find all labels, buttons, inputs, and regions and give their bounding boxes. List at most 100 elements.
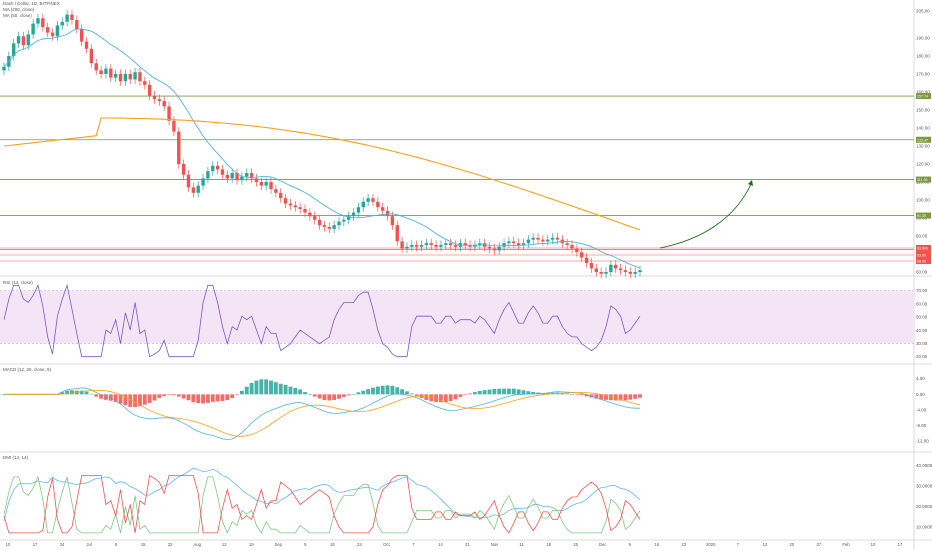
macd-histogram-bar bbox=[477, 390, 482, 395]
candle-body bbox=[211, 165, 215, 172]
macd-histogram-bar bbox=[171, 394, 176, 396]
candle-body bbox=[444, 243, 448, 245]
macd-histogram-bar bbox=[84, 391, 89, 395]
macd-histogram-bar bbox=[574, 394, 579, 395]
ma50-line bbox=[3, 28, 641, 269]
macd-histogram-bar bbox=[201, 394, 205, 404]
macd-histogram-bar bbox=[341, 394, 346, 398]
candle-body bbox=[400, 241, 404, 249]
macd-histogram-bar bbox=[618, 394, 623, 401]
candle-body bbox=[361, 201, 365, 208]
macd-histogram-bar bbox=[181, 394, 186, 399]
candle-body bbox=[434, 245, 438, 247]
candle-body bbox=[36, 18, 40, 24]
candle-body bbox=[366, 198, 370, 202]
candle-body bbox=[507, 241, 511, 244]
candle-body bbox=[546, 239, 550, 242]
candle-body bbox=[79, 29, 84, 42]
macd-histogram-bar bbox=[79, 390, 84, 395]
macd-histogram-bar bbox=[94, 394, 99, 397]
candle-body bbox=[565, 243, 569, 245]
rsi-tick-label: 20.00 bbox=[916, 354, 928, 359]
candle-body bbox=[356, 207, 361, 213]
candle-body bbox=[123, 74, 128, 82]
candle-body bbox=[555, 237, 560, 240]
candle-body bbox=[240, 176, 244, 181]
candle-body bbox=[575, 248, 579, 253]
time-axis-label: 23 bbox=[681, 542, 686, 547]
macd-histogram-bar bbox=[604, 394, 608, 400]
time-axis-label: 14 bbox=[438, 542, 443, 547]
macd-histogram-bar bbox=[65, 390, 70, 395]
candle-body bbox=[75, 20, 79, 29]
candle-body bbox=[453, 245, 458, 247]
candle-body bbox=[186, 174, 191, 188]
candle-body bbox=[215, 165, 220, 170]
candle-body bbox=[84, 41, 89, 49]
macd-histogram-bar bbox=[439, 394, 443, 403]
macd-histogram-bar bbox=[565, 393, 570, 395]
price-tick-label: 190.00 bbox=[916, 36, 930, 41]
candle-body bbox=[99, 70, 103, 74]
candle-body bbox=[376, 201, 380, 208]
candle-body bbox=[584, 257, 589, 263]
time-axis-label: 20 bbox=[790, 542, 795, 547]
macd-histogram-bar bbox=[526, 391, 531, 395]
macd-histogram-bar bbox=[502, 388, 507, 395]
rsi-pane-label: RSI (14, close) bbox=[3, 280, 33, 285]
macd-histogram-bar bbox=[70, 390, 74, 395]
time-axis-label: 9 bbox=[629, 542, 632, 547]
price-tick-label: 100.00 bbox=[916, 198, 930, 203]
candle-body bbox=[317, 219, 322, 226]
price-tick-label: 80.00 bbox=[916, 234, 928, 239]
macd-histogram-bar bbox=[361, 390, 366, 395]
macd-histogram-bar bbox=[356, 392, 361, 395]
candle-body bbox=[259, 182, 264, 186]
price-tick-label: 150.00 bbox=[916, 108, 930, 113]
macd-histogram-bar bbox=[278, 383, 283, 395]
candle-body bbox=[337, 221, 341, 226]
macd-histogram-bar bbox=[497, 388, 502, 395]
time-axis-label: 11 bbox=[519, 542, 524, 547]
macd-histogram-bar bbox=[506, 388, 511, 395]
dmi-tick-label: 10.0000 bbox=[916, 524, 932, 529]
level-price-label: 133.47 bbox=[917, 138, 928, 142]
candle-body bbox=[230, 173, 234, 179]
candle-body bbox=[118, 74, 123, 82]
time-axis-label: 24 bbox=[60, 542, 65, 547]
macd-histogram-bar bbox=[594, 394, 599, 399]
macd-histogram-bar bbox=[414, 394, 419, 396]
macd-histogram-bar bbox=[288, 386, 293, 395]
time-axis-label: 27 bbox=[817, 542, 822, 547]
price-tick-label: 130.00 bbox=[916, 144, 930, 149]
macd-histogram-bar bbox=[99, 394, 104, 399]
macd-histogram-bar bbox=[269, 380, 273, 395]
level-price-badge bbox=[916, 176, 931, 183]
time-axis-label: 7 bbox=[737, 542, 740, 547]
macd-histogram-bar bbox=[424, 394, 429, 400]
macd-histogram-bar bbox=[210, 394, 215, 402]
macd-histogram-bar bbox=[337, 394, 341, 399]
candle-body bbox=[269, 182, 273, 190]
level-price-label: 157.74 bbox=[917, 95, 928, 99]
candle-body bbox=[12, 43, 16, 56]
macd-histogram-bar bbox=[230, 394, 235, 398]
macd-histogram-bar bbox=[191, 394, 196, 403]
macd-histogram-bar bbox=[472, 392, 477, 395]
time-axis-label: 9 bbox=[304, 542, 307, 547]
macd-tick-label: 4.00 bbox=[916, 376, 925, 381]
macd-histogram-bar bbox=[137, 394, 142, 407]
candle-body bbox=[623, 270, 628, 272]
macd-histogram-bar bbox=[531, 391, 536, 395]
candle-body bbox=[550, 237, 555, 240]
candle-body bbox=[497, 246, 501, 251]
time-axis-label: Dec bbox=[599, 542, 606, 547]
macd-histogram-bar bbox=[186, 394, 191, 401]
macd-histogram-bar bbox=[351, 393, 356, 395]
macd-histogram-bar bbox=[560, 393, 565, 395]
candle-body bbox=[599, 272, 603, 274]
macd-histogram-bar bbox=[400, 389, 405, 395]
time-axis-label: 2020 bbox=[706, 542, 716, 547]
time-axis-label: 13 bbox=[763, 542, 768, 547]
